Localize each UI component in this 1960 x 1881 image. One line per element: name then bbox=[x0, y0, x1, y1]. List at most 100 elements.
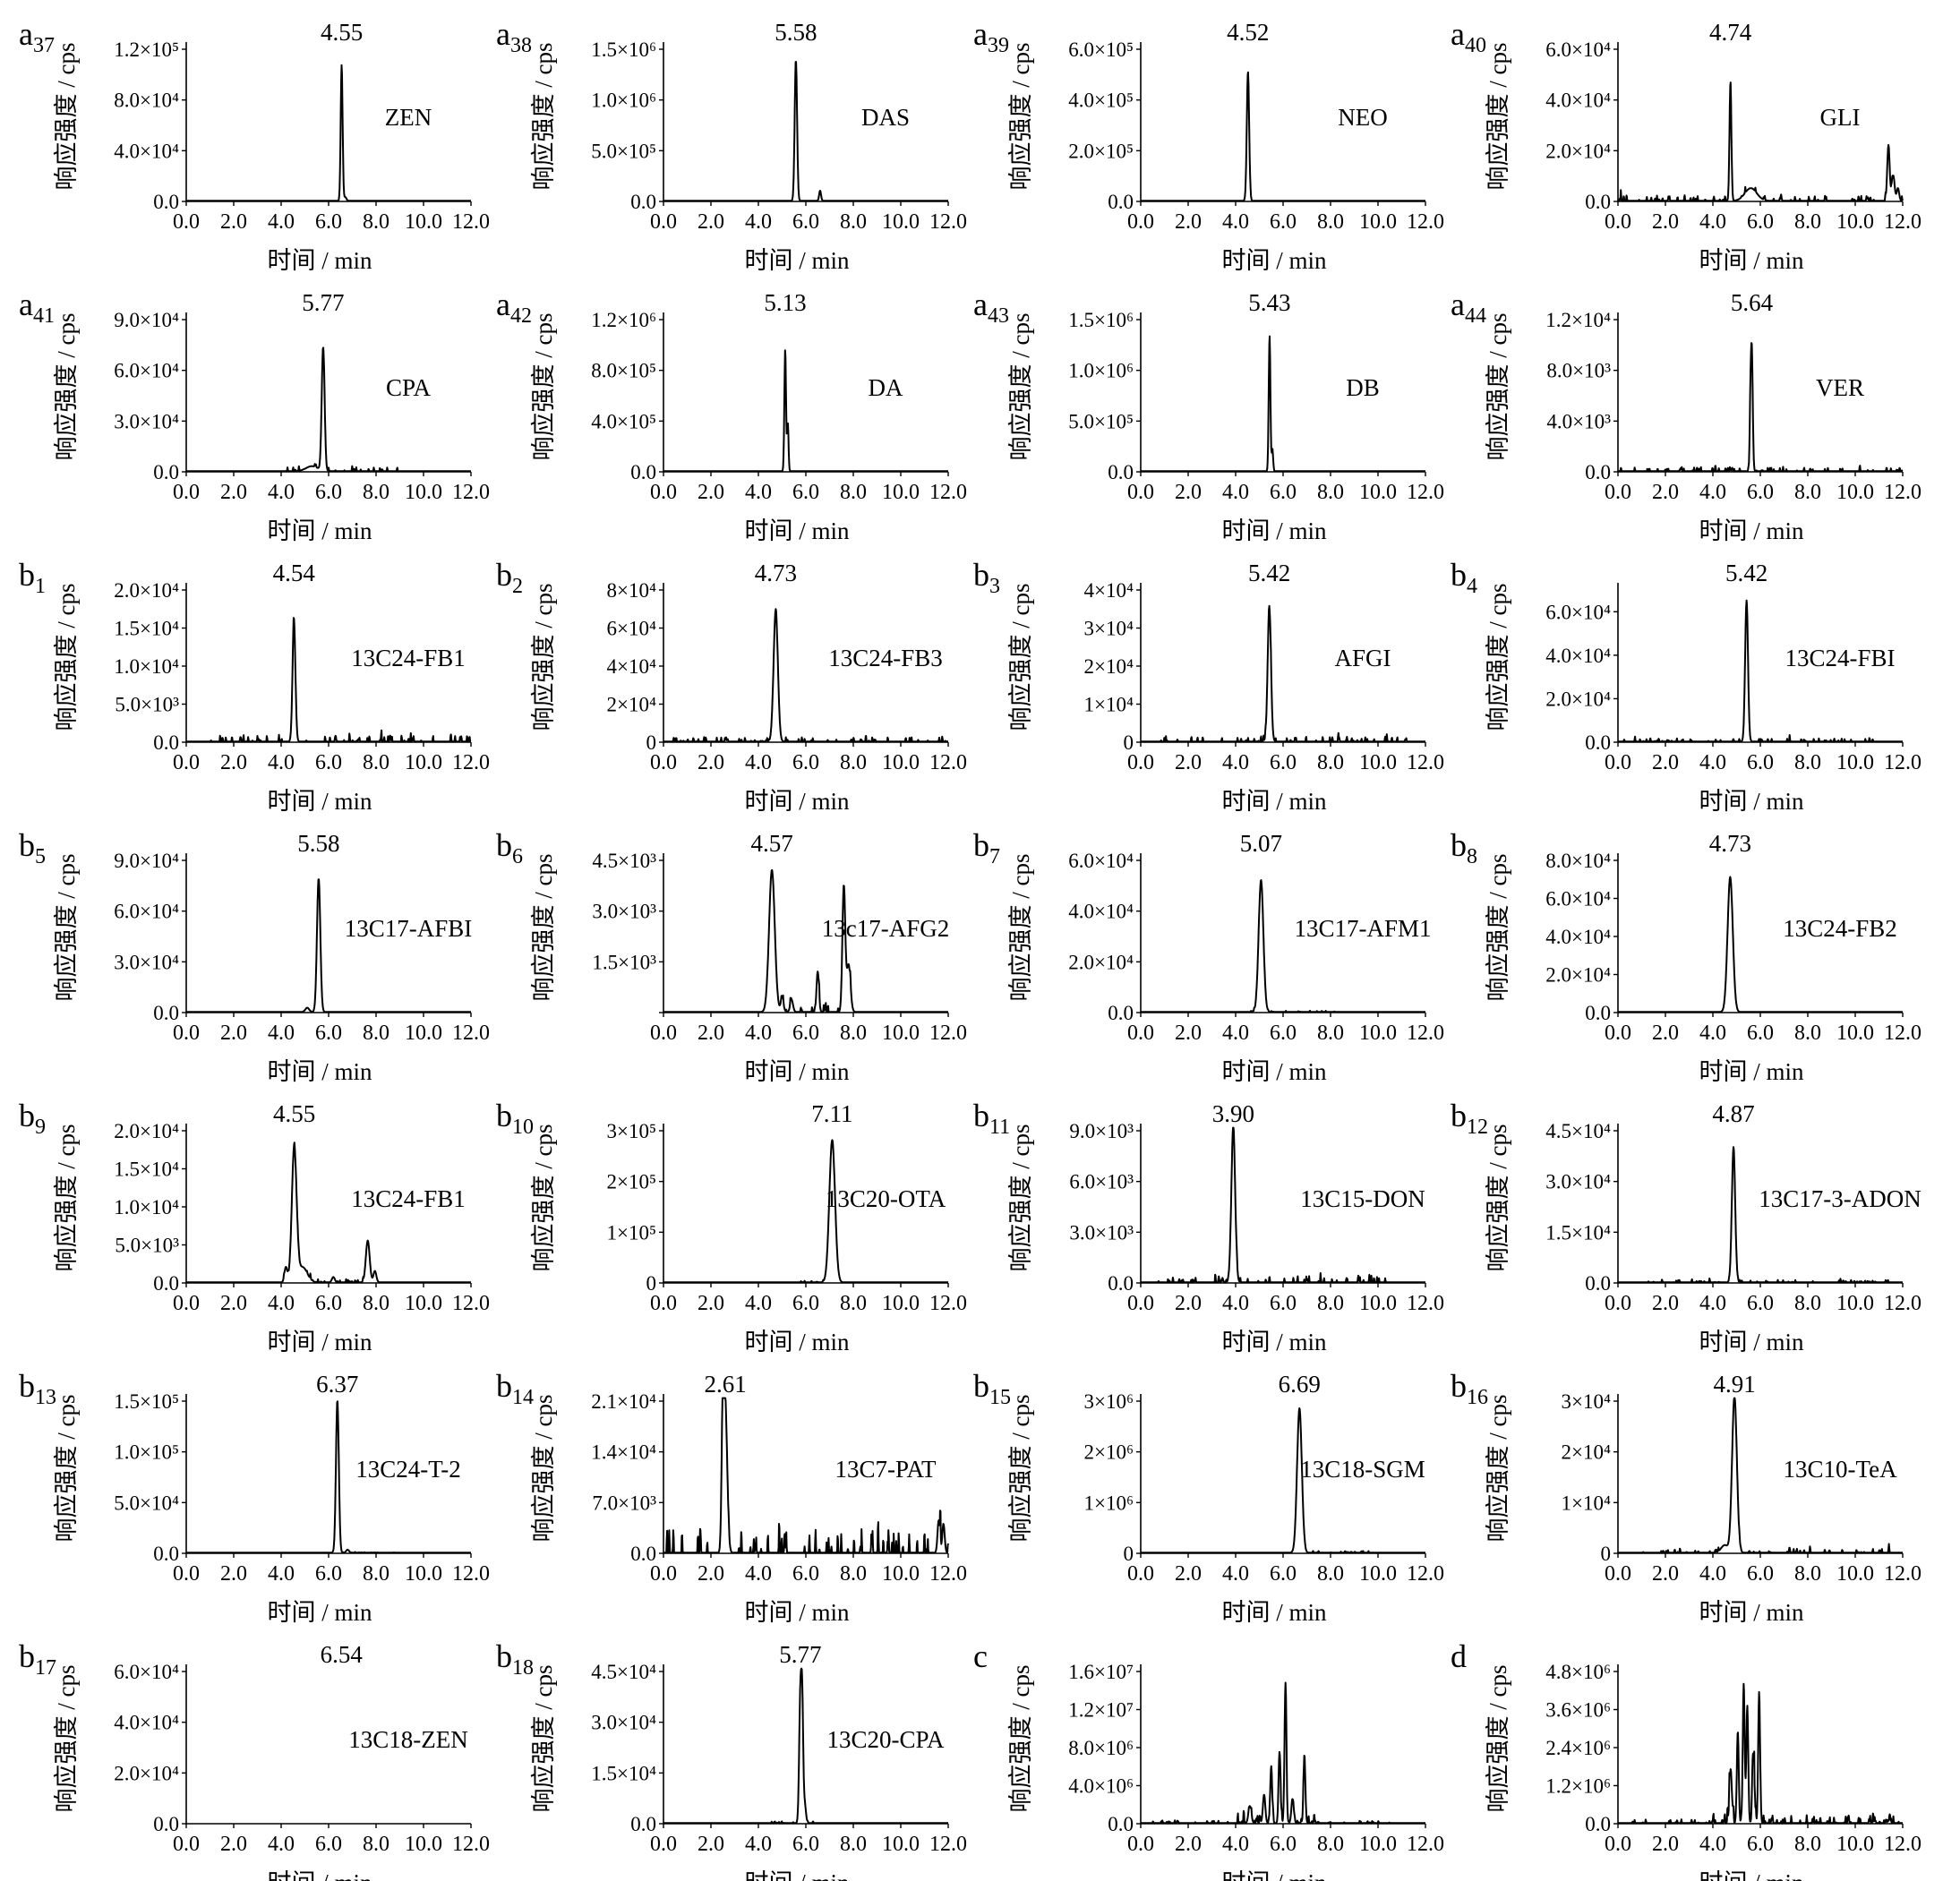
y-tick-label: 0.0 bbox=[1585, 1272, 1611, 1295]
y-tick-label: 1.2×10⁶ bbox=[1545, 1775, 1611, 1798]
x-tick-label: 4.0 bbox=[745, 1292, 772, 1315]
y-axis-title: 响应强度 / cps bbox=[1485, 1124, 1511, 1272]
panel-label: a43 bbox=[973, 286, 1009, 328]
x-tick-label: 4.0 bbox=[1699, 751, 1726, 774]
x-tick-label: 6.0 bbox=[1270, 751, 1297, 774]
y-tick-label: 1.5×10⁵ bbox=[114, 1390, 179, 1413]
y-tick-label: 6.0×10⁴ bbox=[114, 360, 179, 382]
y-tick-label: 3.0×10³ bbox=[1069, 1221, 1134, 1244]
y-tick-label: 4.0×10⁴ bbox=[1545, 645, 1611, 667]
x-tick-label: 12.0 bbox=[1884, 1833, 1921, 1856]
x-tick-label: 12.0 bbox=[1884, 1292, 1921, 1315]
x-tick-label: 2.0 bbox=[220, 210, 247, 234]
y-axis-title: 响应强度 / cps bbox=[53, 854, 80, 1002]
panel-letter: a bbox=[19, 286, 33, 322]
y-tick-label: 1.0×10⁴ bbox=[114, 1196, 179, 1218]
y-tick-label: 4.0×10⁴ bbox=[114, 140, 179, 162]
x-tick-label: 10.0 bbox=[405, 210, 442, 234]
y-tick-label: 0.0 bbox=[153, 1002, 179, 1024]
x-axis-title: 时间 / min bbox=[1221, 1869, 1327, 1881]
x-tick-label: 12.0 bbox=[1407, 751, 1444, 774]
panel-d: d 响应强度 / cps 时间 / min 0.0 2.0 4.0 6.0 8.0 10.0 12… bbox=[1451, 1638, 1921, 1881]
x-axis-title: 时间 / min bbox=[1699, 1599, 1804, 1626]
y-axis-title: 响应强度 / cps bbox=[530, 43, 557, 191]
x-tick-label: 10.0 bbox=[882, 481, 920, 504]
panel-letter: a bbox=[973, 286, 988, 322]
y-tick-label: 3.0×10⁴ bbox=[591, 1712, 656, 1734]
x-tick-label: 8.0 bbox=[1317, 1022, 1344, 1045]
x-tick-label: 12.0 bbox=[452, 1022, 490, 1045]
panel-subscript: 4 bbox=[1467, 575, 1477, 598]
y-tick-label: 2×10⁴ bbox=[607, 694, 657, 716]
compound-label: GLI bbox=[1820, 104, 1861, 131]
y-tick-label: 0.0 bbox=[630, 1813, 656, 1835]
peak-retention-label: 5.77 bbox=[302, 289, 344, 316]
x-axis-title: 时间 / min bbox=[267, 1869, 372, 1881]
x-axis-title: 时间 / min bbox=[1221, 247, 1327, 274]
panel-letter: b bbox=[496, 1638, 512, 1674]
compound-label: 13C17-AFM1 bbox=[1295, 915, 1432, 942]
x-tick-label: 6.0 bbox=[315, 1022, 342, 1045]
x-tick-label: 8.0 bbox=[1317, 751, 1344, 774]
y-tick-label: 0.0 bbox=[1108, 1813, 1134, 1835]
x-tick-label: 6.0 bbox=[1747, 481, 1774, 504]
x-tick-label: 0.0 bbox=[1605, 1833, 1631, 1856]
y-tick-label: 1.5×10⁴ bbox=[114, 1159, 179, 1181]
x-axis-title: 时间 / min bbox=[744, 788, 850, 815]
y-tick-label: 2.0×10⁴ bbox=[1545, 140, 1611, 162]
x-tick-label: 2.0 bbox=[220, 481, 247, 504]
compound-label: 13C18-SGM bbox=[1300, 1456, 1425, 1483]
y-tick-label: 8.0×10⁶ bbox=[1068, 1737, 1134, 1759]
chromatogram-trace bbox=[1140, 1126, 1426, 1284]
panel-subscript: 18 bbox=[512, 1656, 534, 1680]
x-tick-label: 8.0 bbox=[840, 1022, 867, 1045]
x-tick-label: 12.0 bbox=[452, 481, 490, 504]
x-tick-label: 10.0 bbox=[1359, 1292, 1397, 1315]
panel-letter: a bbox=[1451, 286, 1465, 322]
chromatogram-trace bbox=[1140, 335, 1426, 473]
x-tick-label: 6.0 bbox=[1270, 210, 1297, 234]
x-tick-label: 10.0 bbox=[1836, 1022, 1874, 1045]
chromatogram-trace bbox=[1617, 342, 1904, 473]
y-tick-label: 0.0 bbox=[153, 1272, 179, 1295]
x-tick-label: 8.0 bbox=[363, 751, 389, 774]
x-tick-label: 6.0 bbox=[1270, 1562, 1297, 1586]
y-tick-label: 4.5×10⁴ bbox=[591, 1661, 656, 1683]
panel-label: b5 bbox=[19, 827, 46, 868]
x-axis-title: 时间 / min bbox=[1221, 1599, 1327, 1626]
x-tick-label: 6.0 bbox=[315, 210, 342, 234]
y-tick-label: 0.0 bbox=[1108, 191, 1134, 213]
y-axis-title: 响应强度 / cps bbox=[53, 584, 80, 731]
panel-subscript: 13 bbox=[35, 1386, 56, 1409]
x-axis-title: 时间 / min bbox=[1699, 517, 1804, 544]
panel-subscript: 7 bbox=[989, 845, 1000, 868]
x-tick-label: 8.0 bbox=[1794, 1292, 1821, 1315]
y-tick-label: 8×10⁴ bbox=[607, 579, 657, 602]
x-tick-label: 4.0 bbox=[1222, 1022, 1249, 1045]
panel-label: a41 bbox=[19, 286, 55, 328]
x-tick-label: 8.0 bbox=[1794, 1562, 1821, 1586]
y-tick-label: 1.2×10⁶ bbox=[591, 309, 656, 331]
panel-label: b18 bbox=[496, 1638, 534, 1680]
x-tick-label: 8.0 bbox=[840, 1833, 867, 1856]
x-tick-label: 2.0 bbox=[698, 1833, 724, 1856]
chromatogram-trace bbox=[1617, 599, 1904, 743]
y-tick-label: 1×10⁴ bbox=[1084, 694, 1134, 716]
panel-label: c bbox=[973, 1638, 988, 1674]
y-tick-label: 1.4×10⁴ bbox=[591, 1441, 656, 1464]
x-tick-label: 12.0 bbox=[452, 1562, 490, 1586]
panel-subscript: 16 bbox=[1467, 1386, 1488, 1409]
y-tick-label: 1.2×10⁷ bbox=[1068, 1699, 1134, 1722]
panel-label: b2 bbox=[496, 557, 523, 598]
compound-label: AFGI bbox=[1335, 645, 1391, 671]
x-tick-label: 2.0 bbox=[1652, 1833, 1679, 1856]
x-tick-label: 0.0 bbox=[1605, 751, 1631, 774]
x-tick-label: 2.0 bbox=[1175, 1022, 1202, 1045]
x-axis-title: 时间 / min bbox=[267, 788, 372, 815]
compound-label: 13C7-PAT bbox=[835, 1456, 937, 1483]
